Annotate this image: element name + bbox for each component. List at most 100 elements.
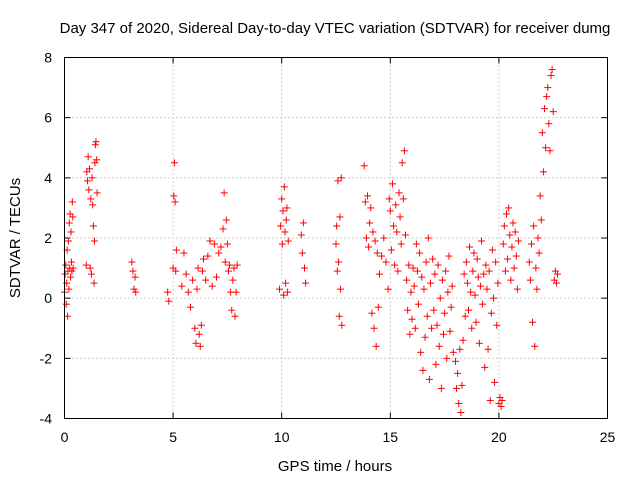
x-tick-label: 20 <box>491 429 507 445</box>
data-point <box>64 237 72 245</box>
data-point <box>448 282 456 290</box>
data-point <box>535 249 543 257</box>
data-point <box>198 267 206 275</box>
data-point <box>504 255 512 263</box>
data-point <box>366 219 374 227</box>
data-point <box>335 258 343 266</box>
data-point <box>428 324 436 332</box>
data-point <box>200 255 208 263</box>
data-point <box>421 333 429 341</box>
data-point <box>429 255 437 263</box>
data-point <box>360 162 368 170</box>
data-point <box>408 315 416 323</box>
data-point <box>482 261 490 269</box>
data-point <box>90 237 98 245</box>
data-point <box>444 288 452 296</box>
grid-lines <box>64 57 608 419</box>
data-point <box>130 285 138 293</box>
data-point <box>69 213 77 221</box>
data-point <box>85 165 93 173</box>
data-point <box>82 261 90 269</box>
data-point <box>219 225 227 233</box>
data-point <box>509 219 517 227</box>
data-point <box>220 189 228 197</box>
data-point <box>226 261 234 269</box>
data-point <box>276 285 284 293</box>
data-points <box>61 66 562 416</box>
data-point <box>378 252 386 260</box>
data-point <box>385 195 393 203</box>
y-tick-label: -2 <box>40 350 53 366</box>
data-point <box>469 267 477 275</box>
data-point <box>466 243 474 251</box>
data-point <box>554 270 562 278</box>
data-point <box>506 231 514 239</box>
data-point <box>222 216 230 224</box>
data-point <box>403 276 411 284</box>
data-point <box>426 279 434 287</box>
data-point <box>192 339 200 347</box>
data-point <box>393 228 401 236</box>
data-point <box>483 285 491 293</box>
data-point <box>298 249 306 257</box>
data-point <box>193 285 201 293</box>
data-point <box>62 261 70 269</box>
data-point <box>284 237 292 245</box>
data-point <box>446 327 454 335</box>
data-point <box>223 240 231 248</box>
data-point <box>62 300 70 308</box>
data-point <box>67 273 75 281</box>
data-point <box>541 105 549 113</box>
data-point <box>423 312 431 320</box>
data-point <box>373 249 381 257</box>
data-point <box>372 342 380 350</box>
data-point <box>338 321 346 329</box>
data-point <box>202 276 210 284</box>
data-point <box>486 396 494 404</box>
data-point <box>277 222 285 230</box>
data-point <box>501 267 509 275</box>
x-axis-label: GPS time / hours <box>278 458 392 475</box>
data-point <box>404 306 412 314</box>
data-point <box>64 312 72 320</box>
data-point <box>471 291 479 299</box>
data-point <box>374 303 382 311</box>
data-point <box>417 348 425 356</box>
data-point <box>215 249 223 257</box>
data-point <box>492 258 500 266</box>
data-point <box>406 330 414 338</box>
data-point <box>539 168 547 176</box>
data-point <box>89 222 97 230</box>
x-tick-label: 15 <box>383 429 399 445</box>
data-point <box>510 264 518 272</box>
data-point <box>384 285 392 293</box>
data-point <box>208 282 216 290</box>
data-point <box>131 273 139 281</box>
data-point <box>67 228 75 236</box>
data-point <box>409 264 417 272</box>
data-point <box>507 276 515 284</box>
data-point <box>67 258 75 266</box>
data-point <box>65 219 73 227</box>
data-point <box>526 276 534 284</box>
data-point <box>382 258 390 266</box>
data-point <box>299 219 307 227</box>
data-point <box>462 258 470 266</box>
data-point <box>472 318 480 326</box>
data-point <box>475 339 483 347</box>
data-point <box>90 279 98 287</box>
data-point <box>460 270 468 278</box>
data-point <box>333 267 341 275</box>
data-point <box>332 240 340 248</box>
data-point <box>232 288 240 296</box>
data-point <box>480 270 488 278</box>
data-point <box>170 159 178 167</box>
data-point <box>459 336 467 344</box>
data-point <box>545 120 553 128</box>
data-point <box>68 267 76 275</box>
data-point <box>396 213 404 221</box>
data-point <box>485 267 493 275</box>
data-point <box>407 288 415 296</box>
data-point <box>204 252 212 260</box>
